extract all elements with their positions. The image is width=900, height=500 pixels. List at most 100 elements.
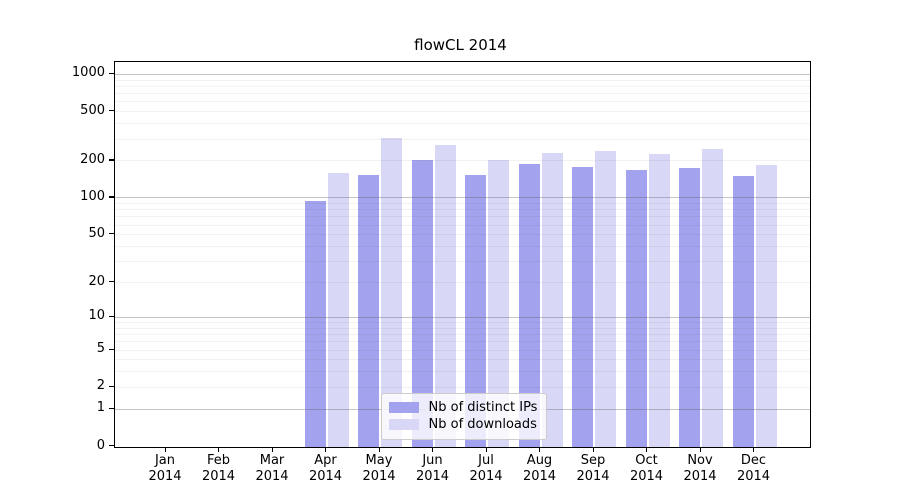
y-tick-label: 5 [96, 341, 105, 356]
y-tick-label: 20 [88, 273, 105, 289]
legend-item: Nb of distinct IPs [388, 400, 538, 415]
x-tick-label: Nov 2014 [668, 453, 732, 485]
x-label-month: Apr [314, 453, 337, 468]
x-label-year: 2014 [201, 469, 236, 484]
x-label-month: May [365, 453, 393, 468]
x-tick-label: Jun 2014 [401, 453, 465, 485]
y-tick-label: 1 [96, 400, 105, 416]
x-tick [485, 446, 487, 452]
x-label-month: Sep [580, 453, 606, 468]
legend-swatch-downloads [388, 418, 419, 430]
x-tick [164, 446, 166, 452]
y-tick [108, 281, 114, 283]
bar-distinct-ips [679, 168, 700, 447]
x-tick [646, 446, 648, 452]
x-label-year: 2014 [255, 469, 289, 484]
y-tick [108, 407, 114, 409]
legend-label-distinct-ips: Nb of distinct IPs [428, 400, 538, 415]
x-label-year: 2014 [415, 469, 450, 484]
bar-distinct-ips [411, 160, 433, 447]
bar-downloads [755, 164, 777, 447]
x-label-month: Jun [422, 453, 443, 468]
x-label-month: Aug [526, 453, 553, 468]
x-label-month: Nov [687, 453, 713, 468]
gridline-minor [114, 85, 810, 87]
x-label-year: 2014 [629, 469, 664, 484]
x-tick [378, 446, 380, 452]
x-tick-label: Jan 2014 [133, 453, 197, 485]
gridline-minor [114, 111, 810, 113]
y-tick-label: 10 [88, 308, 105, 324]
y-tick [108, 159, 114, 161]
x-label-month: Mar [259, 453, 285, 468]
y-tick-label: 200 [80, 151, 105, 167]
x-tick [218, 446, 220, 452]
x-tick-label: Oct 2014 [615, 453, 679, 485]
x-label-month: Dec [740, 453, 767, 468]
bar-downloads [381, 138, 402, 447]
bar-downloads [488, 159, 509, 447]
gridline-minor [114, 101, 810, 103]
y-tick [108, 385, 114, 388]
x-tick [432, 446, 434, 452]
gridline-minor [114, 138, 810, 140]
x-tick-label: Feb 2014 [187, 453, 251, 485]
bar-distinct-ips [465, 175, 486, 447]
y-tick [108, 72, 114, 75]
legend: Nb of distinct IPs Nb of downloads [380, 392, 547, 440]
chart-title: flowCL 2014 [414, 36, 507, 54]
y-tick [108, 348, 114, 350]
legend-swatch-distinct-ips [388, 402, 419, 413]
x-tick-label: Jul 2014 [454, 453, 518, 485]
x-label-month: Jul [478, 453, 494, 468]
x-label-year: 2014 [148, 469, 182, 484]
bar-downloads [702, 149, 723, 447]
legend-item: Nb of downloads [388, 416, 538, 432]
y-tick [108, 315, 114, 318]
bar-distinct-ips [572, 167, 593, 447]
bar-downloads [327, 172, 349, 447]
y-tick [108, 233, 114, 235]
x-tick-label: Aug 2014 [508, 453, 572, 485]
x-tick [325, 446, 327, 452]
bar-distinct-ips [625, 169, 647, 447]
y-tick-label: 0 [96, 437, 105, 453]
x-tick-label: Dec 2014 [722, 453, 786, 485]
bar-downloads [541, 153, 563, 447]
x-label-year: 2014 [576, 469, 610, 484]
x-tick-label: Apr 2014 [294, 453, 358, 485]
x-tick [699, 446, 701, 452]
x-tick-label: May 2014 [347, 453, 411, 485]
legend-label-downloads: Nb of downloads [428, 416, 537, 432]
x-tick-label: Mar 2014 [240, 453, 304, 485]
y-tick [108, 445, 114, 447]
y-tick-label: 100 [80, 188, 105, 204]
x-label-year: 2014 [362, 469, 396, 484]
x-label-year: 2014 [308, 469, 343, 484]
plot-area: Nb of distinct IPs Nb of downloads [113, 60, 811, 448]
bar-distinct-ips [358, 174, 379, 447]
gridline-minor [114, 93, 810, 94]
bar-distinct-ips [304, 200, 326, 447]
bar-downloads [595, 151, 616, 447]
gridline-major [114, 73, 810, 75]
bar-distinct-ips [518, 164, 540, 447]
bar-distinct-ips [732, 175, 754, 447]
x-tick [539, 446, 541, 452]
x-label-year: 2014 [469, 469, 503, 484]
x-label-month: Feb [206, 453, 231, 468]
x-tick [271, 446, 273, 452]
y-tick [108, 110, 114, 112]
gridline-minor [114, 123, 810, 125]
x-tick-label: Sep 2014 [561, 453, 625, 485]
x-label-year: 2014 [683, 469, 717, 484]
x-label-month: Jan [154, 453, 176, 468]
x-tick [753, 446, 755, 452]
y-tick-label: 50 [88, 225, 105, 241]
y-tick-label: 2 [96, 378, 105, 394]
gridline-minor [114, 79, 810, 81]
x-label-year: 2014 [736, 469, 771, 484]
x-label-year: 2014 [522, 469, 557, 484]
bar-downloads [648, 154, 670, 447]
